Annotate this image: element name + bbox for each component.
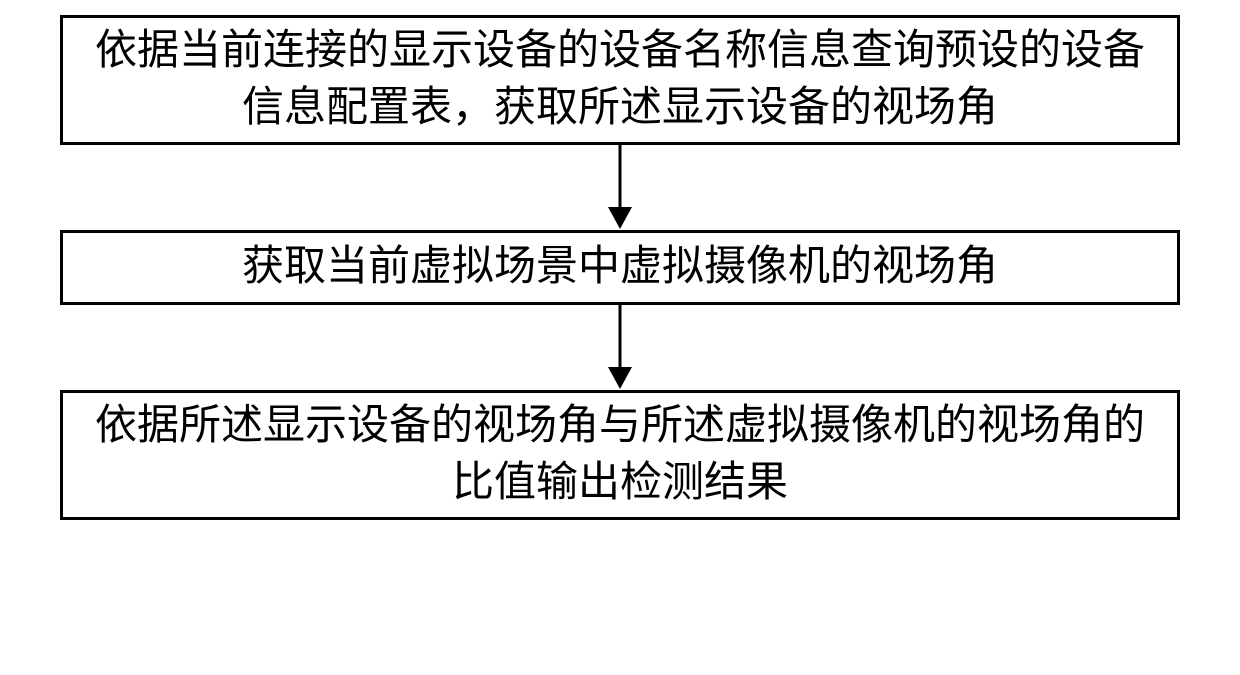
flowchart-step-3: 依据所述显示设备的视场角与所述虚拟摄像机的视场角的比值输出检测结果 bbox=[60, 390, 1180, 520]
arrow-2 bbox=[600, 305, 640, 390]
step-3-text: 依据所述显示设备的视场角与所述虚拟摄像机的视场角的比值输出检测结果 bbox=[83, 398, 1157, 511]
arrow-1-head bbox=[608, 207, 632, 229]
arrow-2-head bbox=[608, 367, 632, 389]
arrow-1 bbox=[600, 145, 640, 230]
arrow-1-line bbox=[619, 145, 622, 213]
flowchart-container: 依据当前连接的显示设备的设备名称信息查询预设的设备信息配置表，获取所述显示设备的… bbox=[60, 15, 1180, 520]
flowchart-step-1: 依据当前连接的显示设备的设备名称信息查询预设的设备信息配置表，获取所述显示设备的… bbox=[60, 15, 1180, 145]
arrow-2-line bbox=[619, 305, 622, 373]
step-2-text: 获取当前虚拟场景中虚拟摄像机的视场角 bbox=[242, 239, 998, 296]
step-1-text: 依据当前连接的显示设备的设备名称信息查询预设的设备信息配置表，获取所述显示设备的… bbox=[83, 23, 1157, 136]
flowchart-step-2: 获取当前虚拟场景中虚拟摄像机的视场角 bbox=[60, 230, 1180, 305]
